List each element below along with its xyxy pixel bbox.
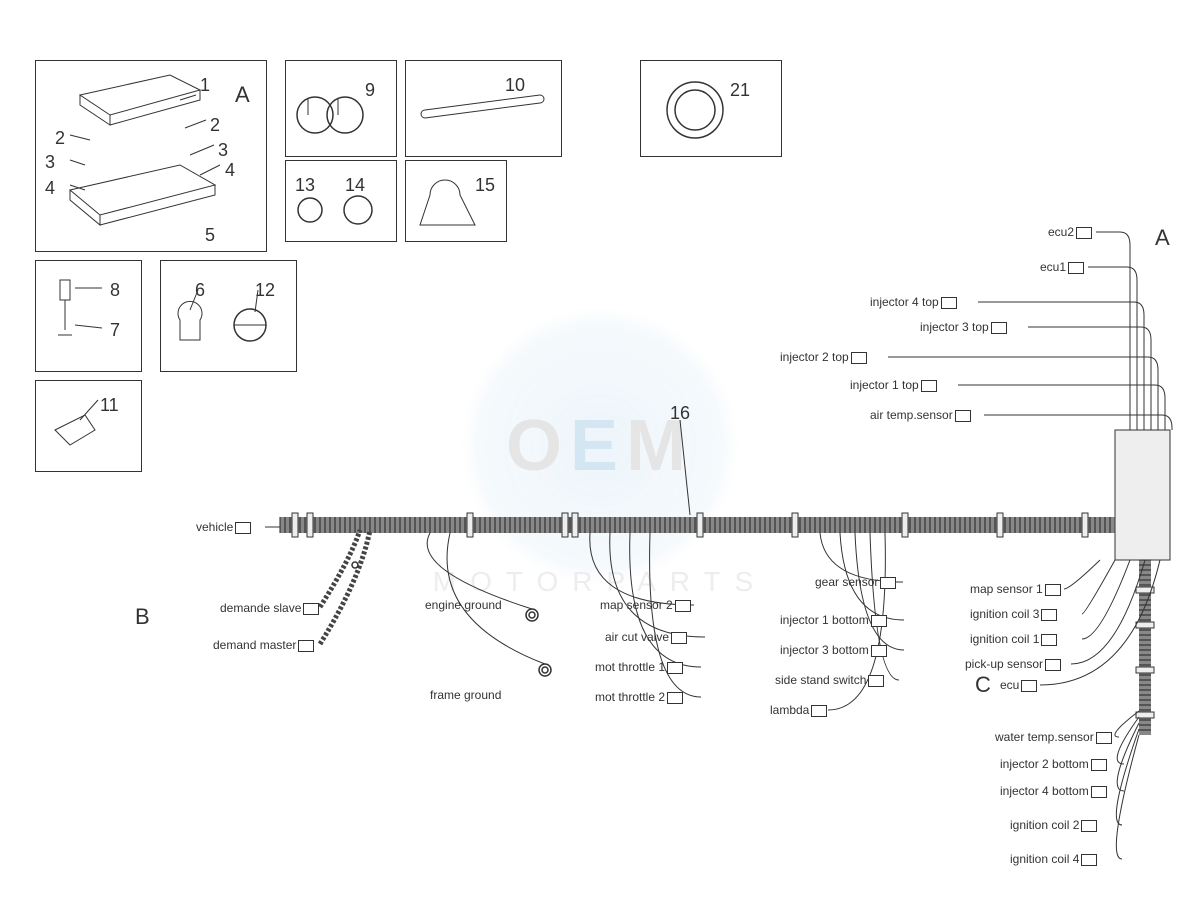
region-letter-A: A xyxy=(235,82,250,108)
label-injector-3-bottom: injector 3 bottom xyxy=(780,643,887,657)
part-box-8 xyxy=(35,380,142,472)
label-map-sensor-2: map sensor 2 xyxy=(600,598,691,612)
callout-13: 13 xyxy=(295,175,315,196)
label-side-stand-switch: side stand switch xyxy=(775,673,884,687)
watermark-sub: MOTORPARTS xyxy=(433,566,767,598)
label-mot-throttle-2: mot throttle 2 xyxy=(595,690,683,704)
label-injector-1-top: injector 1 top xyxy=(850,378,937,392)
callout-7: 7 xyxy=(110,320,120,341)
label-ignition-coil-3: ignition coil 3 xyxy=(970,607,1057,621)
callout-21: 21 xyxy=(730,80,750,101)
part-box-5 xyxy=(640,60,782,157)
region-letter-B: B xyxy=(135,604,150,630)
callout-3: 3 xyxy=(45,152,55,173)
label-ignition-coil-2: ignition coil 2 xyxy=(1010,818,1097,832)
label-frame-ground: frame ground xyxy=(430,688,501,702)
region-letter-A: A xyxy=(1155,225,1170,251)
callout-1: 1 xyxy=(200,75,210,96)
callout-11: 11 xyxy=(100,395,119,416)
label-ecu1: ecu1 xyxy=(1040,260,1084,274)
callout-14: 14 xyxy=(345,175,365,196)
callout-2: 2 xyxy=(55,128,65,149)
watermark-main-1: O xyxy=(506,406,570,486)
label-demand-master: demand master xyxy=(213,638,314,652)
watermark: OEM MOTORPARTS xyxy=(433,306,767,598)
label-air-cut-valve: air cut valve xyxy=(605,630,687,644)
label-water-temp-sensor: water temp.sensor xyxy=(995,730,1112,744)
callout-10: 10 xyxy=(505,75,525,96)
part-box-0 xyxy=(35,60,267,252)
watermark-main-2: E xyxy=(570,406,626,486)
region-letter-C: C xyxy=(975,672,991,698)
callout-3: 3 xyxy=(218,140,228,161)
label-ignition-coil-1: ignition coil 1 xyxy=(970,632,1057,646)
part-box-2 xyxy=(405,60,562,157)
callout-6: 6 xyxy=(195,280,205,301)
part-box-3 xyxy=(285,160,397,242)
label-air-temp-sensor: air temp.sensor xyxy=(870,408,971,422)
callout-12: 12 xyxy=(255,280,275,301)
label-gear-sensor: gear sensor xyxy=(815,575,896,589)
label-demande-slave: demande slave xyxy=(220,601,319,615)
label-injector-1-bottom: injector 1 bottom xyxy=(780,613,887,627)
callout-16: 16 xyxy=(670,403,690,424)
callout-5: 5 xyxy=(205,225,215,246)
label-ignition-coil-4: ignition coil 4 xyxy=(1010,852,1097,866)
callout-2: 2 xyxy=(210,115,220,136)
callout-15: 15 xyxy=(475,175,495,196)
label-injector-4-bottom: injector 4 bottom xyxy=(1000,784,1107,798)
label-ecu2: ecu2 xyxy=(1048,225,1092,239)
label-engine-ground: engine ground xyxy=(425,598,502,612)
label-pick-up-sensor: pick-up sensor xyxy=(965,657,1061,671)
callout-8: 8 xyxy=(110,280,120,301)
part-box-6 xyxy=(35,260,142,372)
label-vehicle: vehicle xyxy=(196,520,251,534)
label-injector-3-top: injector 3 top xyxy=(920,320,1007,334)
callout-9: 9 xyxy=(365,80,375,101)
label-injector-4-top: injector 4 top xyxy=(870,295,957,309)
part-box-4 xyxy=(405,160,507,242)
label-mot-throttle-1: mot throttle 1 xyxy=(595,660,683,674)
part-box-1 xyxy=(285,60,397,157)
part-box-7 xyxy=(160,260,297,372)
label-ecu: ecu xyxy=(1000,678,1037,692)
label-injector-2-bottom: injector 2 bottom xyxy=(1000,757,1107,771)
callout-4: 4 xyxy=(45,178,55,199)
label-lambda: lambda xyxy=(770,703,827,717)
callout-4: 4 xyxy=(225,160,235,181)
label-injector-2-top: injector 2 top xyxy=(780,350,867,364)
label-map-sensor-1: map sensor 1 xyxy=(970,582,1061,596)
